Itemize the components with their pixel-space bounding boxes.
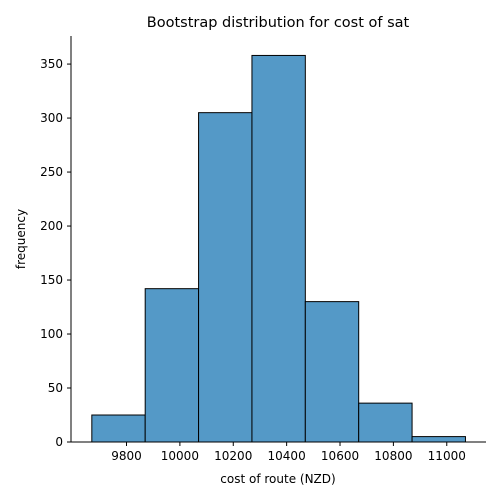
y-tick-label: 350 [40,57,63,71]
x-tick-label: 10600 [321,449,359,463]
y-tick-label: 50 [48,381,63,395]
x-tick-label: 10200 [214,449,252,463]
x-tick-label: 11000 [428,449,466,463]
y-tick-label: 250 [40,165,63,179]
y-axis: 0 50 100 150 200 250 300 350 [40,36,72,449]
x-tick-label: 10400 [268,449,306,463]
histogram-bar-7 [411,436,466,443]
x-tick-label: 9800 [111,449,142,463]
histogram-bar-2 [144,288,200,443]
x-axis-label: cost of route (NZD) [220,472,335,486]
y-tick-label: 100 [40,327,63,341]
y-tick-label: 300 [40,111,63,125]
y-tick-label: 150 [40,273,63,287]
histogram-bar-3 [198,112,253,443]
chart-title: Bootstrap distribution for cost of sat [147,15,410,31]
y-axis-label: frequency [14,209,28,269]
histogram-bar-6 [358,402,413,443]
y-tick-label: 200 [40,219,63,233]
x-tick-label: 10800 [374,449,412,463]
x-axis: 9800 10000 10200 10400 10600 10800 11000 [71,441,486,463]
y-tick-label: 0 [55,435,63,449]
bars-group [91,54,466,443]
histogram-bar-1 [91,414,146,443]
histogram-bar-5 [304,301,360,443]
histogram-bar-4 [251,54,306,443]
x-tick-label: 10000 [161,449,199,463]
